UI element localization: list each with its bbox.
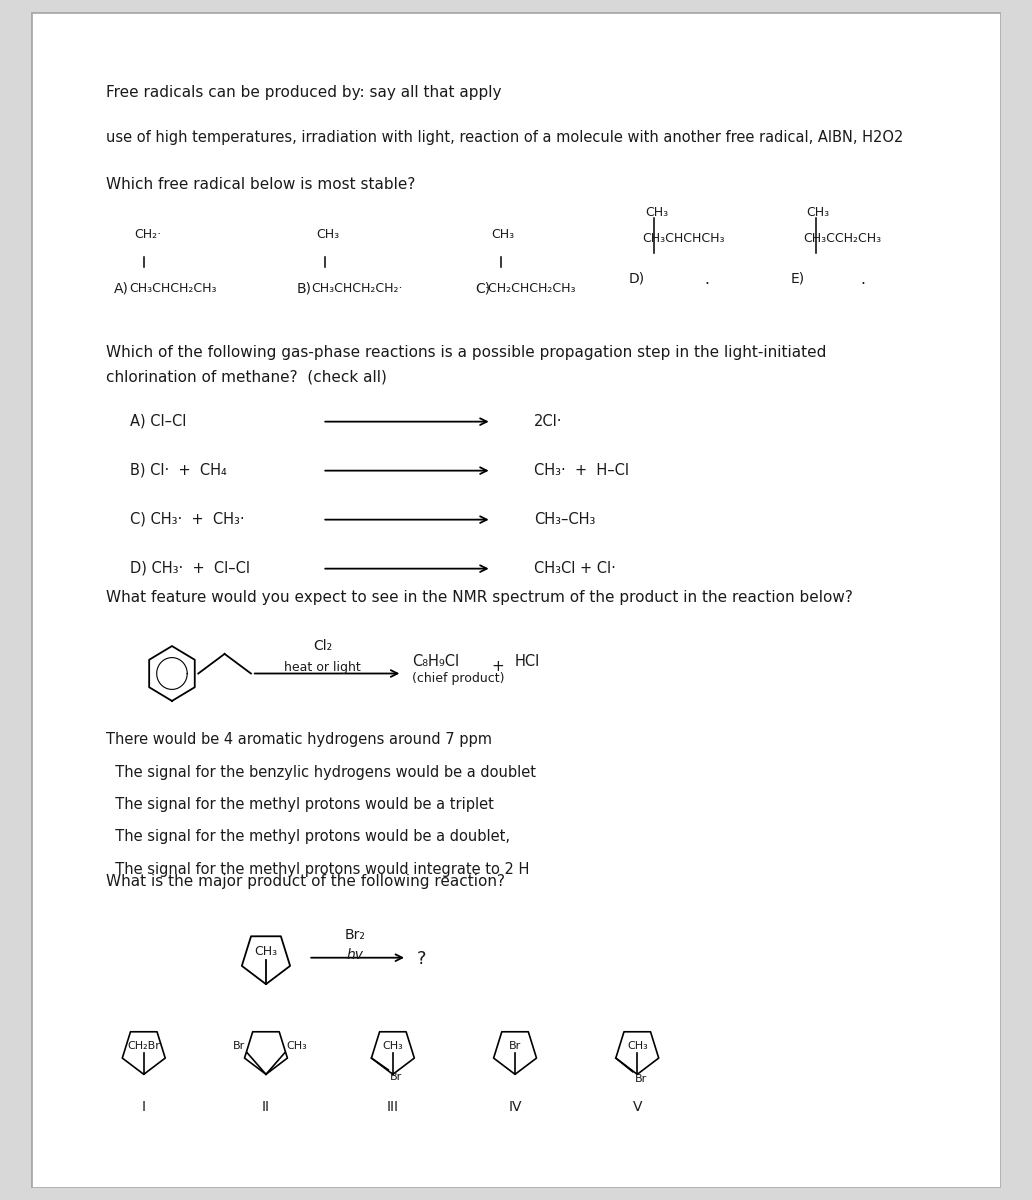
Text: The signal for the methyl protons would be a doublet,: The signal for the methyl protons would …	[106, 829, 510, 845]
Text: hv: hv	[347, 948, 363, 962]
Text: Which free radical below is most stable?: Which free radical below is most stable?	[106, 176, 416, 192]
Text: Cl₂: Cl₂	[313, 640, 332, 653]
Text: E): E)	[791, 271, 805, 286]
Text: B): B)	[297, 282, 312, 295]
Text: Br₂: Br₂	[345, 929, 365, 942]
Text: CH₂Br: CH₂Br	[127, 1040, 160, 1051]
Text: ·: ·	[860, 276, 865, 292]
Text: CH₃: CH₃	[806, 206, 830, 220]
Text: CH₃: CH₃	[645, 206, 668, 220]
Text: C₈H₉Cl: C₈H₉Cl	[412, 654, 459, 668]
Text: IV: IV	[509, 1100, 522, 1114]
Text: Free radicals can be produced by: say all that apply: Free radicals can be produced by: say al…	[106, 85, 502, 101]
Text: Br: Br	[390, 1072, 402, 1081]
Text: use of high temperatures, irradiation with light, reaction of a molecule with an: use of high temperatures, irradiation wi…	[106, 130, 904, 144]
Text: I: I	[141, 1100, 146, 1114]
Text: The signal for the methyl protons would be a triplet: The signal for the methyl protons would …	[106, 797, 494, 812]
Text: A): A)	[114, 282, 129, 295]
Text: ·CH₂CHCH₂CH₃: ·CH₂CHCH₂CH₃	[485, 282, 577, 294]
Text: CH₂·: CH₂·	[134, 228, 161, 240]
Text: A) Cl–Cl: A) Cl–Cl	[130, 414, 186, 428]
Text: Br: Br	[233, 1040, 246, 1051]
Text: +: +	[491, 659, 505, 674]
Text: C): C)	[476, 282, 490, 295]
Text: ?: ?	[416, 950, 426, 968]
Text: ·: ·	[704, 276, 709, 292]
Text: heat or light: heat or light	[284, 661, 361, 673]
Text: CH₃CHCH₂CH₃: CH₃CHCH₂CH₃	[130, 282, 217, 294]
Text: The signal for the benzylic hydrogens would be a doublet: The signal for the benzylic hydrogens wo…	[106, 764, 537, 780]
Text: CH₃·  +  H–Cl: CH₃· + H–Cl	[534, 463, 628, 478]
Text: Br: Br	[635, 1074, 647, 1084]
Text: III: III	[387, 1100, 398, 1114]
Text: CH₃CHCHCH₃: CH₃CHCHCH₃	[642, 233, 724, 246]
Text: What feature would you expect to see in the NMR spectrum of the product in the r: What feature would you expect to see in …	[106, 590, 853, 605]
Text: CH₃: CH₃	[491, 228, 515, 240]
Text: CH₃: CH₃	[383, 1040, 404, 1051]
Text: 2Cl·: 2Cl·	[534, 414, 562, 428]
Text: CH₃Cl + Cl·: CH₃Cl + Cl·	[534, 560, 616, 576]
Text: The signal for the methyl protons would integrate to 2 H: The signal for the methyl protons would …	[106, 862, 529, 877]
Text: CH₃: CH₃	[316, 228, 338, 240]
Text: (chief product): (chief product)	[412, 672, 505, 684]
Text: CH₃: CH₃	[287, 1040, 308, 1051]
Text: D) CH₃·  +  Cl–Cl: D) CH₃· + Cl–Cl	[130, 560, 250, 576]
Text: D): D)	[628, 271, 645, 286]
Text: Which of the following gas-phase reactions is a possible propagation step in the: Which of the following gas-phase reactio…	[106, 346, 827, 360]
Text: There would be 4 aromatic hydrogens around 7 ppm: There would be 4 aromatic hydrogens arou…	[106, 732, 492, 748]
Text: CH₃: CH₃	[255, 944, 278, 958]
Text: CH₃CHCH₂CH₂·: CH₃CHCH₂CH₂·	[311, 282, 402, 294]
Text: What is the major product of the following reaction?: What is the major product of the followi…	[106, 875, 505, 889]
Text: Br: Br	[509, 1040, 521, 1051]
Text: II: II	[262, 1100, 270, 1114]
Text: C) CH₃·  +  CH₃·: C) CH₃· + CH₃·	[130, 511, 245, 527]
Text: B) Cl·  +  CH₄: B) Cl· + CH₄	[130, 463, 226, 478]
Text: chlorination of methane?  (check all): chlorination of methane? (check all)	[106, 370, 387, 385]
Text: CH₃–CH₃: CH₃–CH₃	[534, 511, 595, 527]
Text: HCl: HCl	[515, 654, 541, 668]
Text: CH₃: CH₃	[626, 1040, 648, 1051]
Text: V: V	[633, 1100, 642, 1114]
Text: CH₃CCH₂CH₃: CH₃CCH₂CH₃	[804, 233, 881, 246]
